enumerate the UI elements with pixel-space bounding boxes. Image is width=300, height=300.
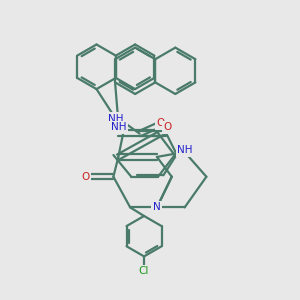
- Text: O: O: [82, 172, 90, 182]
- Text: NH: NH: [111, 122, 126, 132]
- Text: O: O: [156, 118, 164, 128]
- Text: NH: NH: [178, 146, 193, 155]
- Text: NH: NH: [108, 114, 124, 124]
- Text: N: N: [153, 202, 161, 212]
- Text: O: O: [164, 122, 172, 132]
- Text: Cl: Cl: [139, 266, 149, 276]
